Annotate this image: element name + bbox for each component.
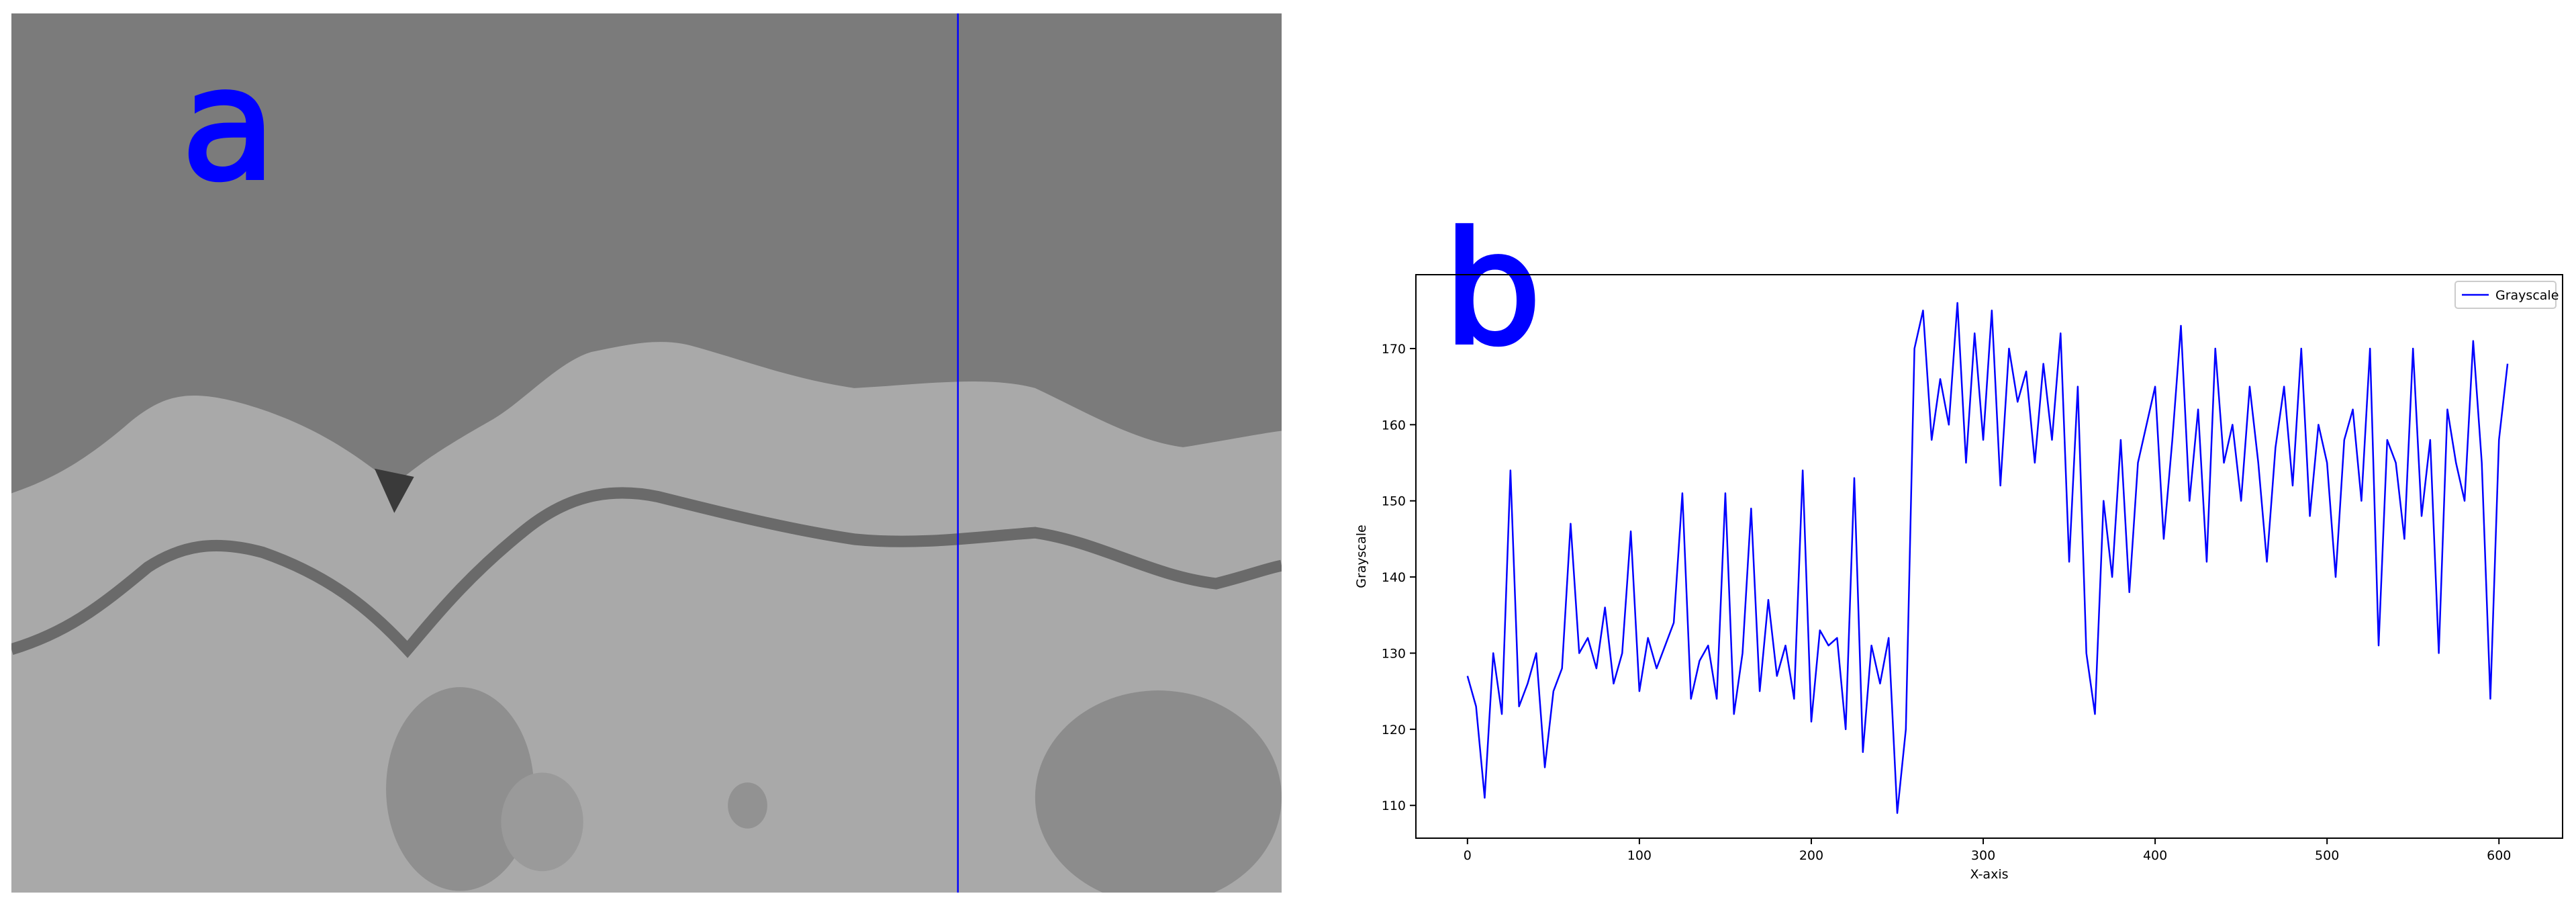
panel-label: b bbox=[1443, 200, 1541, 379]
x-tick-label: 600 bbox=[2487, 848, 2511, 863]
y-tick-label: 130 bbox=[1382, 646, 1406, 661]
x-tick-label: 300 bbox=[1971, 848, 1995, 863]
legend-box bbox=[2454, 281, 2557, 309]
y-tick-label: 110 bbox=[1382, 799, 1406, 813]
legend-label: Grayscale bbox=[2495, 288, 2559, 303]
dark-inclusion bbox=[728, 782, 767, 829]
interface-line bbox=[11, 487, 1282, 658]
coating-layer bbox=[11, 342, 1282, 893]
dark-inclusion bbox=[386, 687, 534, 891]
x-tick-label: 0 bbox=[1464, 848, 1472, 863]
x-tick-label: 500 bbox=[2315, 848, 2339, 863]
crack bbox=[374, 468, 414, 513]
micrograph bbox=[11, 13, 1282, 893]
x-tick-label: 200 bbox=[1799, 848, 1823, 863]
y-tick-label: 170 bbox=[1382, 342, 1406, 357]
y-tick-label: 140 bbox=[1382, 570, 1406, 585]
y-tick-label: 120 bbox=[1382, 723, 1406, 737]
dark-inclusion bbox=[1035, 690, 1282, 893]
x-tick-label: 100 bbox=[1627, 848, 1652, 863]
data-line bbox=[1466, 302, 2509, 814]
dark-inclusion bbox=[501, 772, 583, 872]
y-tick-label: 150 bbox=[1382, 494, 1406, 509]
panel-label: a bbox=[181, 36, 276, 215]
x-tick-label: 400 bbox=[2143, 848, 2167, 863]
y-axis-label: Grayscale bbox=[1354, 525, 1369, 588]
y-tick-label: 160 bbox=[1382, 418, 1406, 433]
x-axis-label: X-axis bbox=[1970, 867, 2009, 882]
plot-frame bbox=[1415, 274, 2563, 839]
